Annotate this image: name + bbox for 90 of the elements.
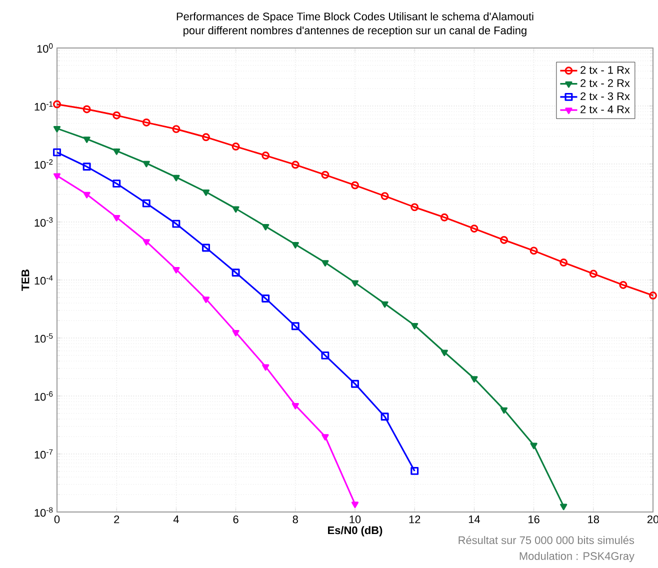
legend-label: 2 tx - 2 Rx	[580, 79, 630, 87]
text: Modulation : PSK4Gray	[520, 552, 634, 562]
point	[470, 224, 478, 233]
point	[83, 192, 90, 198]
point	[262, 224, 270, 230]
point	[172, 220, 180, 228]
y-tick-label: 10$^{-2}$	[34, 159, 53, 169]
y-tick-label: 10$^{-4}$	[34, 275, 53, 285]
point	[142, 160, 150, 168]
point	[291, 322, 300, 330]
point	[172, 125, 180, 134]
legend-label: 2 tx - 4 Rx	[580, 106, 630, 114]
point	[142, 239, 150, 246]
x-tick-label: 12	[409, 516, 420, 524]
y-tick-label: 10$^{-5}$	[34, 333, 53, 343]
y-tick-label: 10$^{-1}$	[34, 101, 53, 111]
point	[410, 203, 419, 212]
x-tick-label: 8	[292, 516, 298, 524]
point	[292, 242, 299, 248]
point	[202, 244, 210, 252]
x-tick-label: 18	[588, 516, 600, 524]
x-tick-label: 4	[173, 516, 179, 524]
point	[202, 296, 210, 303]
point	[232, 268, 240, 277]
point	[470, 376, 478, 383]
point	[292, 402, 299, 410]
point	[351, 380, 359, 388]
point	[530, 246, 538, 255]
point	[500, 407, 508, 414]
x-axis-title: Es/N0 (dB)	[328, 526, 382, 536]
x-tick-label: 16	[528, 516, 540, 524]
point	[112, 180, 121, 188]
point	[440, 350, 448, 356]
point	[322, 434, 329, 441]
point	[262, 152, 270, 160]
y-tick-label: 10$^{-7}$	[34, 449, 53, 459]
point	[202, 133, 210, 142]
point	[82, 162, 91, 171]
point	[232, 142, 240, 151]
point	[172, 174, 180, 182]
point	[321, 351, 330, 360]
point	[351, 502, 359, 508]
point	[113, 148, 120, 155]
point	[262, 364, 270, 371]
point	[351, 280, 359, 287]
point	[411, 322, 418, 330]
point	[381, 301, 388, 308]
legend-label: 2 tx - 3 Rx	[580, 92, 630, 100]
point	[560, 258, 568, 267]
point	[321, 170, 330, 179]
x-tick-label: 2	[114, 516, 120, 524]
chart-title: Performances de Space Time Block Codes Utilisant le schema d'Alamouti	[176, 12, 534, 23]
point	[560, 504, 568, 510]
y-tick-label: 10$^{0}$	[37, 43, 53, 53]
point	[112, 111, 121, 120]
legend-label: 2 tx - 1 Rx	[580, 66, 630, 74]
text: Résultat sur 75 000 000 bits simulés	[458, 536, 634, 544]
point	[232, 206, 240, 213]
x-tick-label: 14	[468, 516, 480, 524]
point	[589, 270, 598, 278]
point	[142, 199, 150, 208]
point	[500, 236, 508, 244]
y-axis-title: TEB	[22, 270, 30, 291]
point	[619, 281, 628, 289]
point	[262, 294, 270, 302]
x-tick-label: 10	[350, 516, 361, 524]
point	[380, 192, 389, 200]
point	[202, 190, 210, 196]
point	[380, 412, 389, 421]
point	[530, 442, 538, 450]
chart-subtitle: pour different nombres d'antennes de reception sur un canal de Fading	[184, 26, 526, 36]
point	[291, 160, 300, 169]
x-tick-label: 0	[54, 516, 60, 524]
y-tick-label: 10$^{-6}$	[34, 391, 53, 401]
point	[410, 466, 419, 475]
point	[440, 213, 448, 222]
point	[142, 118, 150, 126]
x-tick-label: 6	[233, 516, 238, 524]
point	[113, 215, 120, 222]
point	[83, 136, 90, 143]
point	[82, 105, 91, 114]
point	[53, 126, 61, 132]
point	[351, 181, 359, 190]
point	[172, 267, 180, 274]
y-tick-label: 10$^{-8}$	[34, 507, 53, 517]
point	[53, 173, 61, 180]
point	[322, 260, 329, 267]
point	[232, 330, 240, 336]
point	[53, 148, 61, 156]
y-tick-label: 10$^{-3}$	[34, 217, 53, 227]
